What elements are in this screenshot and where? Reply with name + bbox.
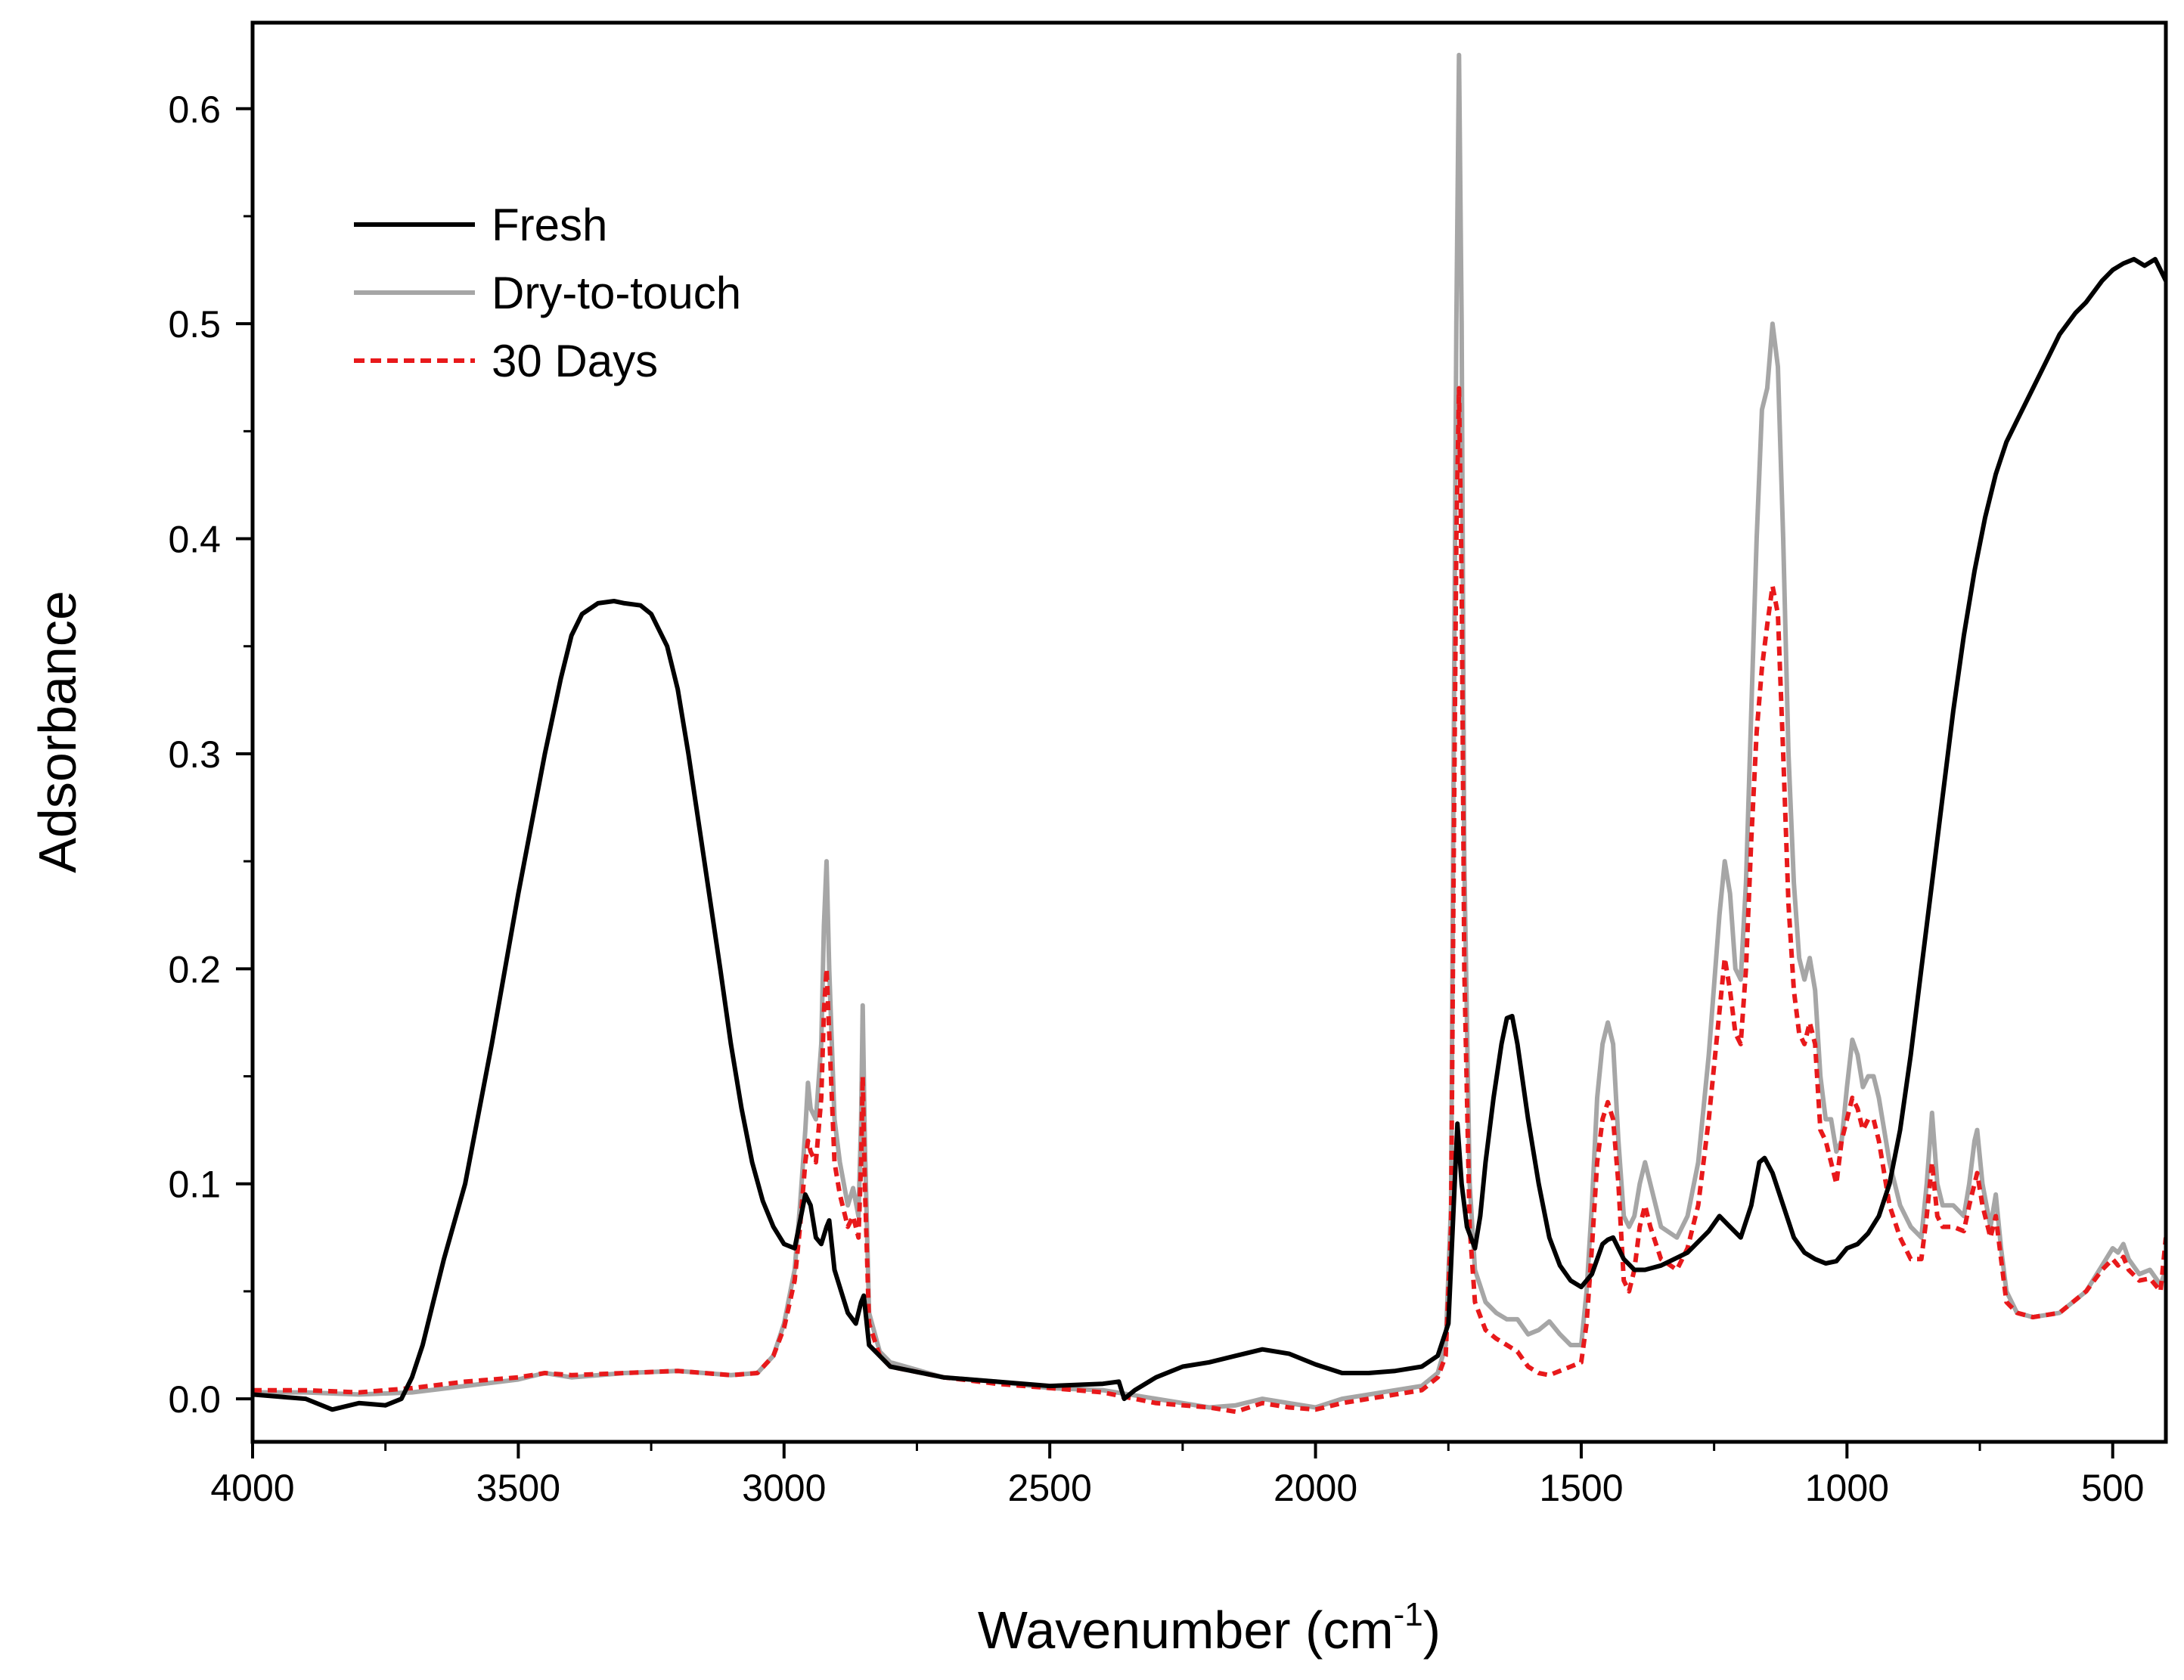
y-axis: 0.0 0.1 0.2 0.3 0.4 0.5 0.6 xyxy=(168,88,253,1421)
y-tick-label-0.2: 0.2 xyxy=(168,948,221,990)
x-axis: 4000 3500 3000 2500 2000 1500 1000 500 xyxy=(210,1442,2144,1509)
x-tick-label-2500: 2500 xyxy=(1008,1467,1092,1509)
legend: Fresh Dry-to-touch 30 Days xyxy=(354,200,741,386)
y-tick-label-0.1: 0.1 xyxy=(168,1164,221,1206)
x-tick-label-500: 500 xyxy=(2081,1467,2144,1509)
legend-label-30-days: 30 Days xyxy=(492,336,658,386)
x-tick-label-3500: 3500 xyxy=(476,1467,560,1509)
y-tick-label-0.6: 0.6 xyxy=(168,88,221,131)
legend-label-dry-to-touch: Dry-to-touch xyxy=(492,268,741,318)
y-tick-label-0.0: 0.0 xyxy=(168,1378,221,1421)
legend-label-fresh: Fresh xyxy=(492,200,607,250)
x-tick-label-3000: 3000 xyxy=(742,1467,826,1509)
y-axis-title: Adsorbance xyxy=(28,590,87,873)
series-line-dry-to-touch xyxy=(253,52,2166,1410)
y-tick-label-0.5: 0.5 xyxy=(168,303,221,346)
series-line-30-days xyxy=(253,386,2166,1415)
y-tick-label-0.4: 0.4 xyxy=(168,519,221,561)
x-tick-label-1500: 1500 xyxy=(1539,1467,1623,1509)
series-layer xyxy=(253,52,2166,1415)
plot-frame xyxy=(250,20,2168,1444)
y-tick-label-0.3: 0.3 xyxy=(168,733,221,776)
x-tick-label-1000: 1000 xyxy=(1805,1467,1889,1509)
x-axis-title: Wavenumber (cm-1) xyxy=(978,1596,1441,1660)
x-tick-label-2000: 2000 xyxy=(1273,1467,1357,1509)
x-tick-label-4000: 4000 xyxy=(210,1467,294,1509)
series-line-fresh xyxy=(253,256,2166,1412)
